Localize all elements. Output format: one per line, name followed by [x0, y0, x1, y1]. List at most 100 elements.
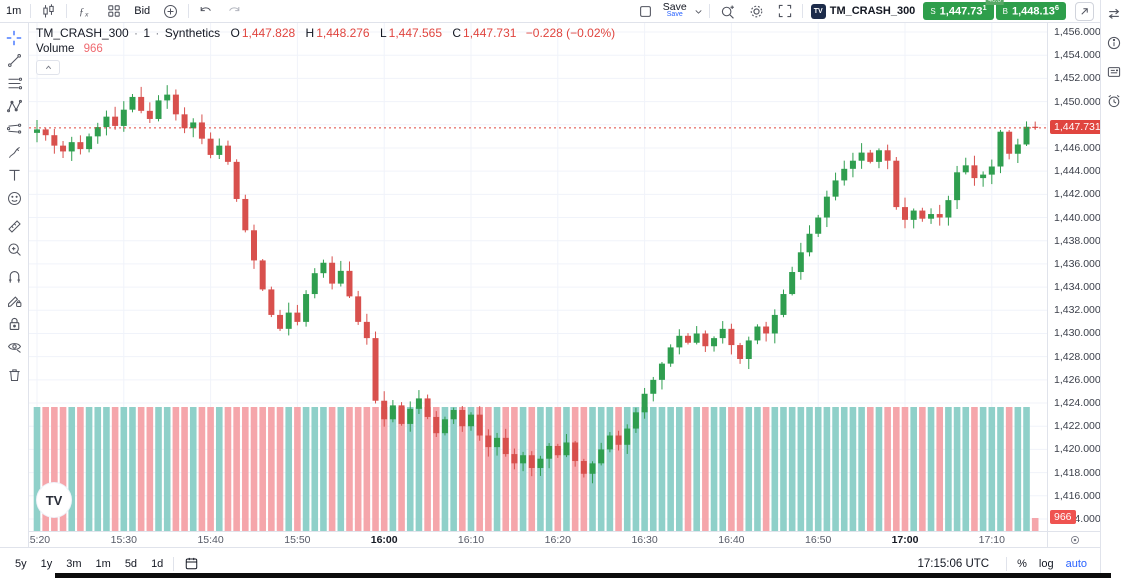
lock-all-drawings-button[interactable] — [2, 312, 26, 335]
legend-interval[interactable]: 1 — [143, 26, 151, 40]
fib-retracement-tool-button[interactable] — [2, 72, 26, 95]
volume-bar — [797, 407, 805, 531]
buy-button[interactable]: B 1,448.136 — [995, 2, 1066, 20]
save-button[interactable]: Save Save — [659, 2, 691, 19]
price-change: −0.228 (−0.02%) — [525, 26, 616, 40]
emoji-tool-button[interactable] — [2, 187, 26, 210]
candle-body — [494, 437, 501, 448]
volume-bar — [1031, 517, 1039, 531]
price-tick-label: 1,428.000 — [1054, 350, 1101, 363]
candle-body — [554, 445, 561, 456]
alerts-button[interactable] — [1103, 90, 1125, 112]
legend-collapse-button[interactable] — [36, 60, 60, 75]
drawing-mode-button[interactable] — [2, 289, 26, 312]
candle-body — [1014, 144, 1021, 154]
bid-button[interactable]: Bid — [134, 5, 151, 17]
details-button[interactable] — [1103, 32, 1125, 54]
price-axis[interactable]: 1,456.000 1,454.000 1,452.000 1,450.000 1,44… — [1047, 22, 1105, 531]
time-tick-label: 15:40 — [197, 534, 224, 546]
volume-bar — [103, 407, 110, 531]
zoom-in-tool-button[interactable] — [2, 238, 26, 261]
quick-search-button[interactable] — [713, 1, 742, 21]
magnet-icon — [8, 271, 20, 283]
hide-all-drawings-button[interactable] — [2, 335, 26, 358]
volume-label: Volume — [36, 43, 75, 55]
volume-bar — [276, 407, 284, 531]
legend-symbol[interactable]: TM_CRASH_300 — [36, 26, 129, 40]
chart-style-button[interactable] — [34, 1, 63, 21]
top-toolbar-right: Save Save TV TM_CRASH_300 40.6 — [632, 0, 1100, 22]
chevron-up-icon — [45, 65, 51, 70]
time-axis[interactable]: 15:20 15:30 15:40 15:50 16:00 16:10 16:20 16:30… — [24, 531, 1047, 548]
volume-bar — [953, 407, 961, 531]
candle-body — [86, 136, 93, 150]
last-price-chip[interactable]: 1,447.731 — [1050, 119, 1105, 134]
interval-button[interactable]: 1m — [6, 5, 22, 17]
prediction-tool-button[interactable] — [2, 118, 26, 141]
right-sidebar — [1100, 0, 1127, 578]
candle-body — [224, 145, 231, 162]
candle-body — [520, 455, 527, 464]
select-layout-button[interactable] — [632, 1, 659, 21]
active-symbol-chip[interactable]: TV TM_CRASH_300 — [806, 3, 921, 19]
candle-body — [355, 296, 362, 322]
clock[interactable]: 17:15:06 UTC — [917, 557, 990, 570]
candle-body — [1032, 126, 1039, 128]
chart-canvas[interactable]: TM_CRASH_300 · 1 · Synthetics O 1,447.828… — [29, 22, 1047, 531]
symbol-title-row[interactable]: TM_CRASH_300 · 1 · Synthetics O 1,447.828… — [36, 26, 616, 40]
sell-button[interactable]: S 1,447.731 — [923, 2, 994, 20]
volume-bar — [415, 407, 423, 531]
volume-bar — [927, 407, 935, 531]
trend-line-tool-button[interactable] — [2, 49, 26, 72]
range-button-5d[interactable]: 5d — [124, 557, 138, 570]
log-scale-button[interactable]: log — [1038, 557, 1054, 570]
range-button-3m[interactable]: 3m — [66, 557, 82, 570]
remove-all-drawings-button[interactable] — [2, 363, 26, 386]
range-button-1y[interactable]: 1y — [40, 557, 53, 570]
candle-body — [146, 110, 153, 119]
measure-tool-button[interactable] — [2, 215, 26, 238]
price-tick-label: 1,420.000 — [1054, 443, 1101, 456]
candle-body — [294, 312, 301, 322]
redo-button[interactable] — [220, 1, 248, 21]
news-button[interactable] — [1103, 61, 1125, 83]
percent-scale-button[interactable]: % — [1017, 557, 1027, 570]
range-button-1m[interactable]: 1m — [95, 557, 111, 570]
fullscreen-button[interactable] — [771, 1, 799, 21]
candle-body — [954, 172, 961, 201]
volume-legend-row[interactable]: Volume 966 — [36, 42, 617, 57]
chart-legend: TM_CRASH_300 · 1 · Synthetics O 1,447.828… — [36, 26, 617, 75]
indicator-templates-button[interactable] — [100, 1, 128, 21]
auto-scale-button[interactable]: auto — [1065, 557, 1087, 570]
time-tick-label: 17:00 — [891, 534, 919, 546]
collapse-sidebar-button[interactable] — [1103, 3, 1125, 25]
tradingview-logo[interactable]: TV — [37, 483, 71, 517]
sell-price: 1,447.731 — [939, 3, 987, 18]
text-tool-button[interactable] — [2, 164, 26, 187]
ruler-icon — [7, 220, 21, 233]
candle-body — [164, 94, 171, 101]
undo-button[interactable] — [192, 1, 220, 21]
crosshair-tool-button[interactable] — [2, 26, 26, 49]
open-in-new-window-button[interactable] — [1075, 1, 1094, 21]
axis-settings-button[interactable] — [1047, 531, 1101, 548]
candle-body — [433, 416, 440, 434]
pattern-tool-button[interactable] — [2, 95, 26, 118]
go-to-date-button[interactable] — [178, 554, 205, 573]
active-symbol-name: TM_CRASH_300 — [829, 5, 916, 17]
range-button-5y[interactable]: 5y — [15, 557, 27, 570]
compare-button[interactable] — [156, 1, 185, 21]
settings-button[interactable] — [742, 1, 771, 21]
volume-bar — [502, 407, 510, 531]
time-tick-label: 15:30 — [110, 534, 137, 546]
candle-body — [103, 116, 110, 128]
price-tick-label: 1,432.000 — [1054, 304, 1101, 317]
candle-body — [685, 335, 691, 343]
brush-tool-button[interactable] — [2, 141, 26, 164]
magnet-tool-button[interactable] — [2, 266, 26, 289]
range-button-1d[interactable]: 1d — [151, 557, 164, 570]
save-menu-button[interactable] — [691, 1, 706, 21]
volume-bar — [597, 407, 605, 531]
